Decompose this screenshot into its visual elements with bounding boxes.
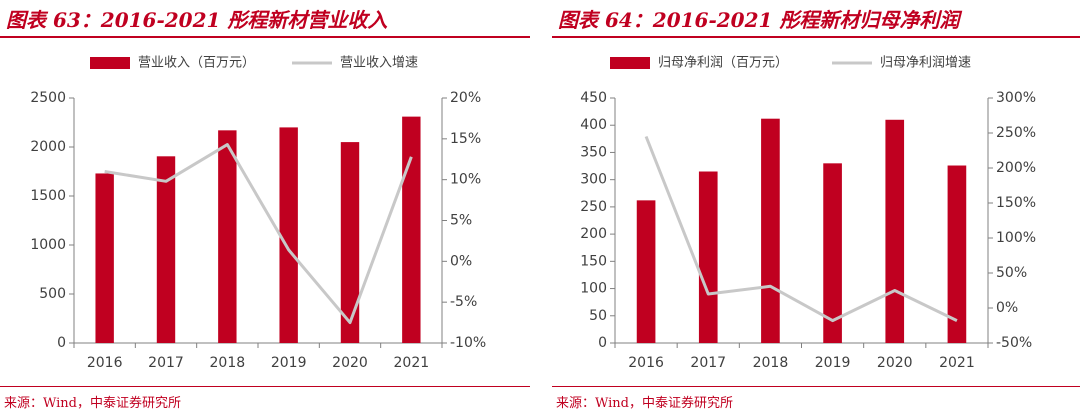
source-note: 来源：Wind，中泰证券研究所 bbox=[4, 396, 181, 411]
y-tick-label: 450 bbox=[580, 90, 607, 106]
y-tick-label: 250 bbox=[580, 199, 607, 215]
growth-line bbox=[644, 135, 958, 323]
y-tick-label: 2500 bbox=[30, 90, 66, 106]
bar-2016 bbox=[95, 173, 114, 343]
bar-2016 bbox=[636, 200, 656, 343]
y-tick-label: 100 bbox=[580, 281, 607, 297]
x-tick-label: 2020 bbox=[332, 355, 368, 371]
x-tick-label: 2021 bbox=[394, 355, 430, 371]
y2-tick-label: 0% bbox=[450, 253, 472, 269]
y-tick-label: 150 bbox=[580, 253, 607, 269]
y2-tick-label: 50% bbox=[996, 265, 1027, 281]
x-tick-label: 2018 bbox=[753, 355, 789, 371]
x-tick-label: 2017 bbox=[690, 355, 726, 371]
source-divider bbox=[0, 386, 530, 387]
chart-panel-net-profit: 图表 64：2016-2021 彤程新材归母净利润 归母净利润（百万元） 归母净利… bbox=[552, 0, 1080, 419]
y-tick-label: 350 bbox=[580, 144, 607, 160]
y-tick-label: 2000 bbox=[30, 139, 66, 155]
bar-2021 bbox=[402, 116, 421, 344]
x-tick-label: 2016 bbox=[628, 355, 664, 371]
revenue-chart: 营业收入（百万元） 营业收入增速 0 500 1000 1500 2000 2500 -10% -… bbox=[30, 56, 486, 372]
y2-tick-label: 250% bbox=[996, 125, 1036, 141]
y-tick-label: 300 bbox=[580, 172, 607, 188]
y-tick-label: 1000 bbox=[30, 237, 66, 253]
legend-label-bar: 归母净利润（百万元） bbox=[658, 56, 788, 71]
x-tick-label: 2019 bbox=[271, 355, 307, 371]
bar-2018 bbox=[761, 118, 780, 343]
y2-tick-label: -5% bbox=[450, 294, 477, 310]
bar-2019 bbox=[279, 127, 298, 344]
y2-tick-label: 100% bbox=[996, 230, 1036, 246]
legend-swatch-bar bbox=[610, 57, 650, 69]
y2-tick-label: 300% bbox=[996, 90, 1036, 106]
x-tick-label: 2016 bbox=[87, 355, 123, 371]
net-profit-chart: 归母净利润（百万元） 归母净利润增速 0 50 100 150 200 250 300 350 40… bbox=[580, 56, 1036, 372]
y-tick-label: 0 bbox=[57, 335, 66, 351]
chart-title: 图表 63：2016-2021 彤程新材营业收入 bbox=[6, 8, 388, 32]
bar-2021 bbox=[947, 165, 967, 343]
legend-label-line: 归母净利润增速 bbox=[880, 56, 971, 71]
y2-tick-label: 5% bbox=[450, 213, 472, 229]
title-divider bbox=[0, 36, 530, 38]
y2-tick-label: -10% bbox=[450, 335, 486, 351]
y2-tick-label: 10% bbox=[450, 172, 481, 188]
y2-tick-label: 20% bbox=[450, 90, 481, 106]
x-tick-label: 2020 bbox=[877, 355, 913, 371]
x-tick-label: 2017 bbox=[148, 355, 184, 371]
legend-label-bar: 营业收入（百万元） bbox=[138, 56, 255, 71]
y-tick-label: 400 bbox=[580, 117, 607, 133]
y2-tick-label: 0% bbox=[996, 300, 1018, 316]
chart-title: 图表 64：2016-2021 彤程新材归母净利润 bbox=[558, 8, 960, 32]
bar-2020 bbox=[885, 119, 905, 344]
bar-2017 bbox=[698, 171, 718, 343]
source-divider bbox=[552, 386, 1080, 387]
bar-2020 bbox=[340, 142, 360, 343]
chart-panel-revenue: 图表 63：2016-2021 彤程新材营业收入 营业收入（百万元） 营业收入增速… bbox=[0, 0, 530, 419]
y2-tick-label: 15% bbox=[450, 131, 481, 147]
x-tick-label: 2018 bbox=[210, 355, 246, 371]
growth-line bbox=[104, 143, 413, 325]
legend-label-line: 营业收入增速 bbox=[340, 56, 418, 71]
x-tick-label: 2019 bbox=[815, 355, 851, 371]
y2-tick-label: -50% bbox=[996, 335, 1032, 351]
y2-tick-label: 150% bbox=[996, 195, 1036, 211]
y-tick-label: 0 bbox=[598, 335, 607, 351]
y-tick-label: 500 bbox=[39, 286, 66, 302]
bar-2019 bbox=[823, 163, 842, 343]
y-tick-label: 50 bbox=[589, 308, 607, 324]
bar-2017 bbox=[156, 156, 176, 343]
y2-tick-label: 200% bbox=[996, 160, 1036, 176]
y-tick-label: 1500 bbox=[30, 188, 66, 204]
legend-swatch-bar bbox=[90, 57, 130, 69]
y-tick-label: 200 bbox=[580, 226, 607, 242]
x-tick-label: 2021 bbox=[939, 355, 975, 371]
title-divider bbox=[552, 36, 1080, 38]
bar-2018 bbox=[218, 130, 237, 343]
source-note: 来源：Wind，中泰证券研究所 bbox=[556, 396, 733, 411]
